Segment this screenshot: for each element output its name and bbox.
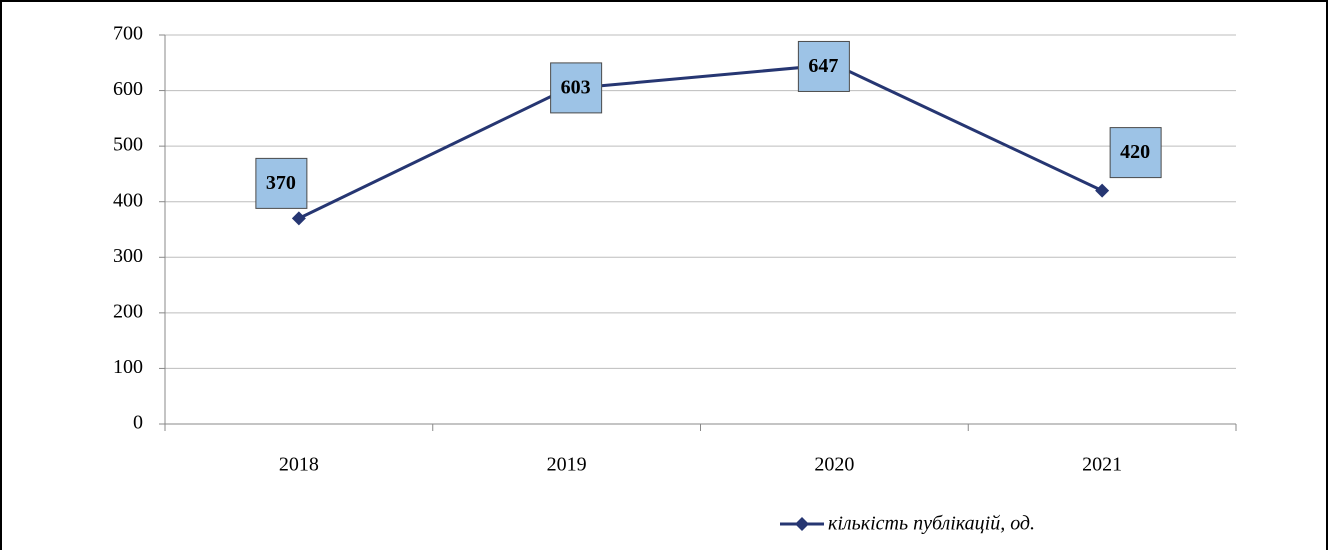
data-point bbox=[291, 211, 306, 226]
y-tick-label: 400 bbox=[113, 189, 143, 211]
x-tick-label: 2020 bbox=[814, 454, 854, 476]
data-label: 420 bbox=[1120, 141, 1150, 163]
y-tick-label: 0 bbox=[133, 412, 143, 434]
y-tick-label: 300 bbox=[113, 245, 143, 267]
x-tick-label: 2018 bbox=[279, 454, 319, 476]
data-label: 647 bbox=[808, 55, 838, 77]
data-line bbox=[298, 62, 1103, 220]
y-tick-label: 200 bbox=[113, 300, 143, 322]
data-label-box bbox=[255, 157, 308, 209]
data-point bbox=[1095, 183, 1110, 198]
y-tick-label: 500 bbox=[113, 134, 143, 156]
x-tick-label: 2019 bbox=[547, 454, 587, 476]
y-tick-label: 600 bbox=[113, 78, 143, 100]
data-label-box bbox=[550, 62, 603, 114]
y-tick-label: 700 bbox=[113, 23, 143, 45]
x-tick-label: 2021 bbox=[1082, 454, 1122, 476]
legend-label: кількість публікацій, од. bbox=[828, 513, 1035, 535]
legend-marker bbox=[795, 517, 809, 531]
data-label: 370 bbox=[266, 172, 296, 194]
data-label-box bbox=[1109, 127, 1162, 179]
data-label-box bbox=[797, 40, 850, 92]
y-tick-label: 100 bbox=[113, 356, 143, 378]
data-label: 603 bbox=[561, 76, 591, 98]
